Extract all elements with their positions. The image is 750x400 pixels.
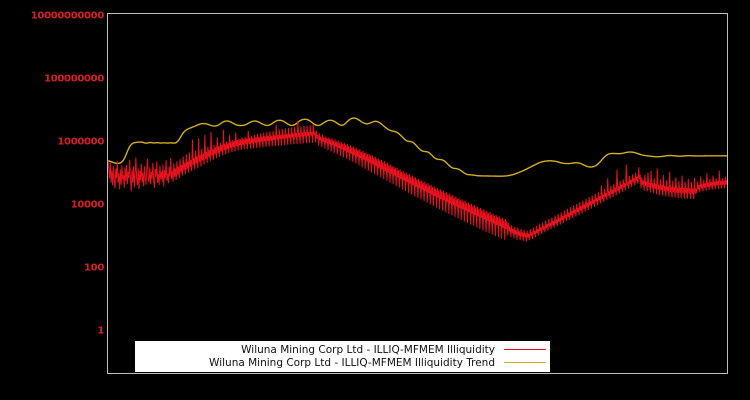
- legend-item-illiquidity-trend: Wiluna Mining Corp Ltd - ILLIQ-MFMEM Ill…: [139, 356, 546, 369]
- legend-swatch-illiquidity: [504, 345, 546, 354]
- y-tick-label: 100: [84, 262, 104, 274]
- plot-area: [107, 13, 728, 374]
- y-tick-label: 10000: [70, 199, 105, 211]
- legend-swatch-illiquidity-trend: [504, 358, 546, 367]
- y-tick-label: 100000000: [44, 73, 104, 85]
- series-line-illiquidity-trend: [108, 117, 727, 177]
- plot-series-svg: [108, 117, 727, 242]
- y-tick-label: 1: [97, 325, 104, 337]
- y-axis: 10000000000 100000000 1000000 10000 100 …: [0, 0, 105, 400]
- series-line-illiquidity: [108, 120, 727, 242]
- legend-item-illiquidity: Wiluna Mining Corp Ltd - ILLIQ-MFMEM Ill…: [139, 343, 546, 356]
- legend: Wiluna Mining Corp Ltd - ILLIQ-MFMEM Ill…: [135, 341, 550, 372]
- legend-label-illiquidity: Wiluna Mining Corp Ltd - ILLIQ-MFMEM Ill…: [241, 343, 495, 356]
- y-tick-label: 1000000: [57, 136, 104, 148]
- y-tick-label: 10000000000: [30, 10, 105, 22]
- legend-label-illiquidity-trend: Wiluna Mining Corp Ltd - ILLIQ-MFMEM Ill…: [209, 356, 495, 369]
